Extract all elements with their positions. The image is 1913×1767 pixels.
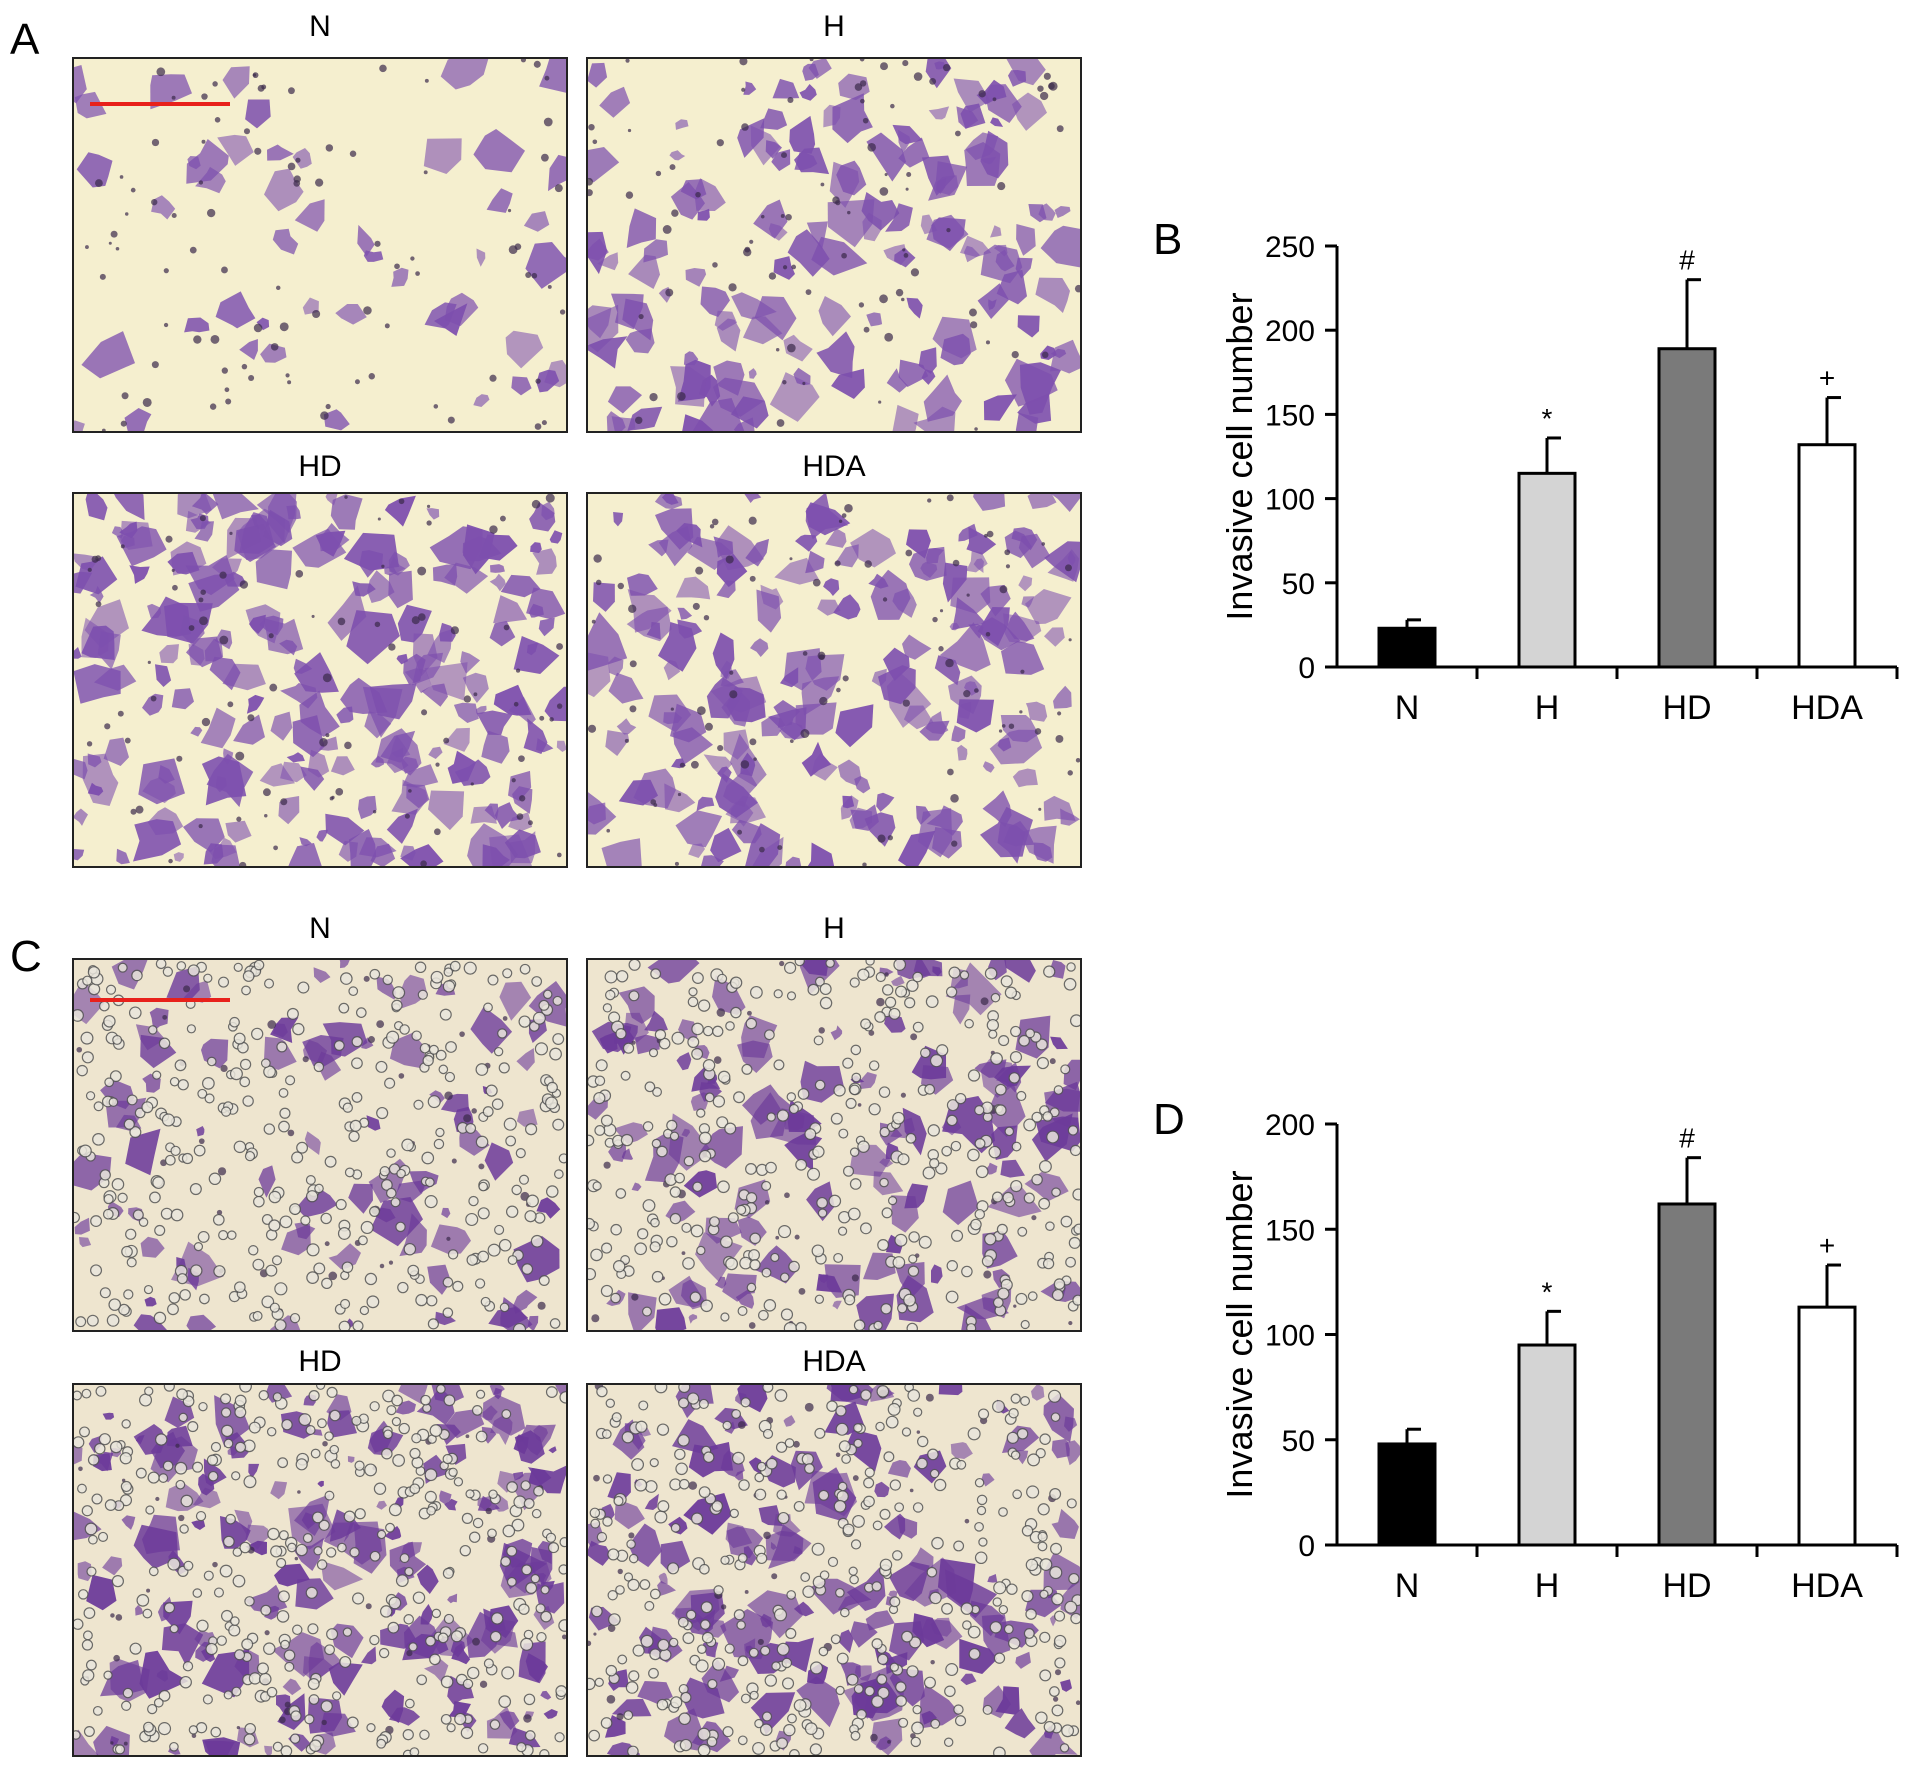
micrograph-c-n <box>72 958 568 1332</box>
panel-a-label-hda: HDA <box>802 450 866 483</box>
y-tick-label: 250 <box>1265 231 1315 264</box>
category-label: N <box>1395 689 1420 727</box>
bar-hda <box>1797 443 1857 669</box>
y-tick-label: 0 <box>1298 1530 1315 1563</box>
panel-a-label-n: N <box>309 10 331 43</box>
panel-a-label-hd: HD <box>298 450 342 483</box>
category-label: H <box>1535 1567 1560 1605</box>
panel-c-label-n: N <box>309 912 331 945</box>
panel-c-label-h: H <box>823 912 845 945</box>
micrograph-a-hda <box>586 492 1082 868</box>
panel-a-label-h: H <box>823 10 845 43</box>
significance-marker: # <box>1679 245 1695 276</box>
y-axis-label: Invasive cell number <box>1219 1170 1260 1498</box>
panel-c-label-hda: HDA <box>802 1345 866 1378</box>
category-label: H <box>1535 689 1560 727</box>
micrograph-c-h <box>586 958 1082 1332</box>
y-tick-label: 100 <box>1265 484 1315 517</box>
bar-h <box>1517 1343 1577 1547</box>
panel-b-letter: B <box>1153 215 1183 264</box>
significance-marker: + <box>1819 363 1835 394</box>
category-label: HD <box>1662 689 1711 727</box>
panel-a-letter: A <box>10 15 40 64</box>
y-axis-label: Invasive cell number <box>1219 292 1260 620</box>
significance-marker: + <box>1819 1230 1835 1261</box>
micrograph-texture <box>74 494 566 866</box>
significance-marker: * <box>1542 1276 1553 1307</box>
micrograph-a-h <box>586 57 1082 433</box>
y-tick-label: 50 <box>1282 1425 1315 1458</box>
significance-marker: * <box>1542 403 1553 434</box>
micrograph-texture <box>588 960 1080 1330</box>
micrograph-a-hd <box>72 492 568 868</box>
micrograph-a-n <box>72 57 568 433</box>
bar-h <box>1517 471 1577 669</box>
micrograph-texture <box>588 1385 1080 1755</box>
category-label: HD <box>1662 1567 1711 1605</box>
y-tick-label: 150 <box>1265 399 1315 432</box>
significance-marker: # <box>1679 1123 1695 1154</box>
y-tick-label: 0 <box>1298 652 1315 685</box>
y-tick-label: 200 <box>1265 315 1315 348</box>
y-tick-label: 200 <box>1265 1109 1315 1142</box>
bar-n <box>1377 626 1437 669</box>
category-label: N <box>1395 1567 1420 1605</box>
micrograph-texture <box>74 960 566 1330</box>
y-tick-label: 50 <box>1282 568 1315 601</box>
micrograph-texture <box>588 494 1080 866</box>
y-tick-label: 150 <box>1265 1214 1315 1247</box>
panel-c-label-hd: HD <box>298 1345 342 1378</box>
micrograph-c-hda <box>586 1383 1082 1757</box>
micrograph-texture <box>74 59 566 431</box>
panel-d-letter: D <box>1153 1095 1185 1144</box>
bar-hd <box>1657 1202 1717 1547</box>
bar-hda <box>1797 1305 1857 1547</box>
bar-hd <box>1657 347 1717 669</box>
category-label: HDA <box>1791 1567 1863 1605</box>
category-label: HDA <box>1791 689 1863 727</box>
micrograph-c-hd <box>72 1383 568 1757</box>
bar-n <box>1377 1442 1437 1547</box>
micrograph-texture <box>74 1385 566 1755</box>
y-tick-label: 100 <box>1265 1320 1315 1353</box>
panel-c-letter: C <box>10 932 42 981</box>
micrograph-texture <box>588 59 1080 431</box>
